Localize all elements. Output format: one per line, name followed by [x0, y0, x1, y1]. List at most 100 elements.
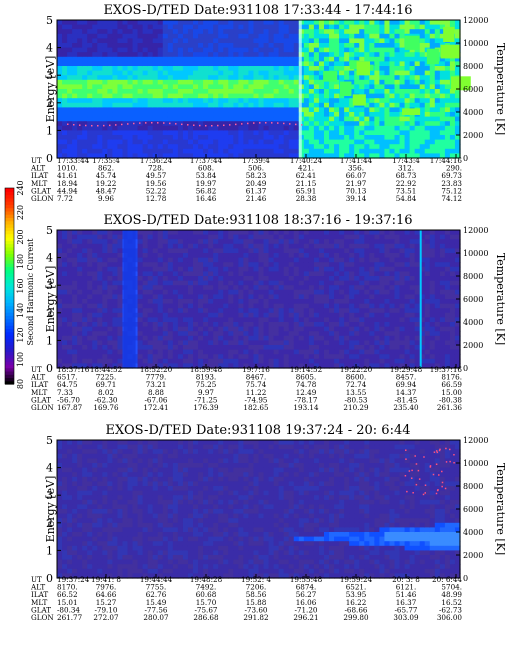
heatmap-cell [379, 24, 386, 30]
heatmap-cell [278, 322, 285, 328]
dot [109, 124, 111, 127]
heatmap-cell [82, 280, 88, 286]
heatmap-cell [429, 153, 436, 159]
heatmap-cell [429, 303, 436, 309]
heatmap-cell [424, 294, 431, 300]
heatmap-cell [97, 89, 103, 95]
heatmap-cell [268, 322, 275, 328]
heatmap-cell [147, 56, 154, 62]
heatmap-cell [172, 280, 179, 286]
heatmap-cell [293, 248, 300, 254]
heatmap-cell [303, 285, 310, 291]
heatmap-cell [117, 234, 124, 240]
table-cell: 70.13 [346, 186, 367, 195]
heatmap-cell [268, 257, 275, 263]
heatmap-cell [414, 130, 421, 136]
heatmap-cell [167, 340, 174, 346]
heatmap-cell [142, 340, 149, 346]
heatmap-cell [198, 322, 204, 328]
heatmap-cell [283, 33, 290, 39]
heatmap-cell [162, 239, 169, 245]
heatmap-cell [439, 89, 446, 95]
heatmap-cell [147, 47, 154, 53]
heatmap-cell [429, 326, 436, 332]
heatmap-cell [162, 79, 169, 85]
panel-title: EXOS-D/TED Date:931108 17:33:44 - 17:44:… [103, 3, 412, 18]
heatmap-cell [198, 289, 204, 295]
heatmap-cell [313, 234, 320, 240]
heatmap-cell [147, 70, 154, 76]
heatmap-cell [177, 116, 184, 122]
heatmap-cell [268, 234, 275, 240]
heatmap-cell [439, 98, 446, 104]
heatmap-cell [278, 98, 285, 104]
heatmap-cell [288, 56, 295, 62]
heatmap-cell [253, 130, 260, 136]
heatmap-cell [238, 243, 244, 249]
heatmap-cell [339, 266, 345, 272]
heatmap-cell [107, 358, 114, 364]
heatmap-cell [283, 294, 290, 300]
heatmap-cell [182, 299, 189, 305]
heatmap-cell [117, 230, 124, 236]
heatmap-cell [57, 98, 63, 104]
heatmap-cell [419, 331, 426, 337]
heatmap-cell [62, 358, 68, 364]
heatmap-cell [429, 130, 436, 136]
heatmap-cell [379, 121, 386, 127]
heatmap-cell [218, 61, 224, 67]
heatmap-cell [238, 135, 244, 141]
heatmap-cell [454, 248, 461, 254]
heatmap-cell [152, 276, 159, 282]
heatmap-cell [203, 89, 209, 95]
heatmap-cell [454, 130, 461, 136]
heatmap-cell [203, 24, 209, 30]
heatmap-cell [298, 345, 305, 351]
heatmap-cell [369, 112, 375, 118]
heatmap-cell [379, 230, 386, 236]
heatmap-cell [147, 248, 154, 254]
heatmap-cell [127, 56, 134, 62]
heatmap-cell [399, 239, 406, 245]
heatmap-cell [77, 303, 83, 309]
heatmap-cell [182, 322, 189, 328]
heatmap-cell [213, 93, 219, 99]
heatmap-cell [57, 280, 63, 286]
heatmap-cell [243, 326, 250, 332]
heatmap-cell [278, 38, 285, 44]
heatmap-cell [233, 56, 239, 62]
heatmap-cell [218, 52, 224, 58]
heatmap-cell [172, 289, 179, 295]
heatmap-cell [384, 326, 391, 332]
heatmap-cell [102, 257, 108, 263]
heatmap-cell [313, 363, 320, 369]
heatmap-cell [182, 312, 189, 318]
heatmap-cell [318, 70, 325, 76]
heatmap-cell [238, 354, 244, 360]
heatmap-cell [97, 354, 103, 360]
heatmap-cell [187, 125, 194, 131]
heatmap-cell [323, 79, 330, 85]
heatmap-cell [344, 20, 350, 26]
heatmap-cell [228, 326, 234, 332]
heatmap-cell [454, 308, 461, 314]
heatmap-cell [318, 354, 325, 360]
heatmap-cell [283, 47, 290, 53]
heatmap-cell [439, 312, 446, 318]
heatmap-cell [112, 116, 119, 122]
heatmap-cell [263, 24, 270, 30]
heatmap-cell [77, 125, 83, 131]
heatmap-cell [193, 266, 199, 272]
heatmap-cell [147, 294, 154, 300]
heatmap-cell [107, 280, 114, 286]
heatmap-cell [218, 66, 224, 72]
heatmap-cell [248, 248, 255, 254]
heatmap-cell [288, 312, 295, 318]
heatmap-cell [308, 121, 315, 127]
heatmap-cell [409, 239, 416, 245]
heatmap-cell [379, 326, 386, 332]
heatmap-cell [92, 130, 98, 136]
heatmap-cell [177, 121, 184, 127]
heatmap-cell [193, 130, 199, 136]
heatmap-cell [424, 243, 431, 249]
